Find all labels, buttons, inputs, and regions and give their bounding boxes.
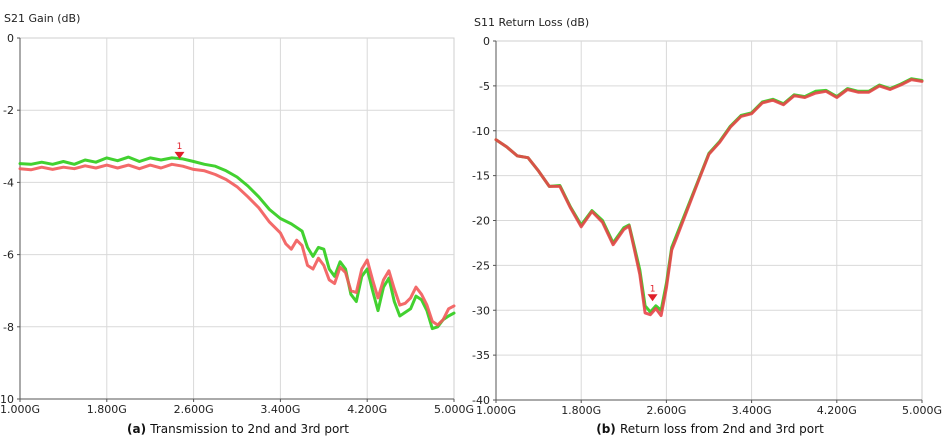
y-tick-label: -2 bbox=[3, 104, 14, 117]
marker-label: 1 bbox=[177, 142, 183, 152]
x-tick-label: 3.400G bbox=[732, 404, 772, 417]
y-tick-label: -15 bbox=[472, 170, 490, 183]
x-tick-label: 1.800G bbox=[561, 404, 601, 417]
series-line-1 bbox=[18, 162, 456, 327]
x-tick-label: 4.200G bbox=[347, 403, 387, 416]
x-tick-label: 2.600G bbox=[646, 404, 686, 417]
x-tick-label: 5.000G bbox=[434, 403, 474, 416]
x-tick-label: 1.000G bbox=[476, 404, 516, 417]
chart-0: 0 -2 -4 -6 -8 -101.000G 1.800G 2.600G 3.400G 4.20… bbox=[0, 12, 474, 436]
y-tick-label: -30 bbox=[472, 304, 490, 317]
x-tick-label: 2.600G bbox=[174, 403, 214, 416]
caption-prefix: (a) bbox=[127, 422, 150, 436]
y-tick-label: -40 bbox=[472, 394, 490, 407]
plot-area bbox=[19, 37, 455, 400]
y-tick-label: -20 bbox=[472, 215, 490, 228]
y-tick-label: -10 bbox=[0, 393, 14, 406]
series-line-1 bbox=[494, 78, 924, 318]
x-tick-label: 3.400G bbox=[260, 403, 300, 416]
y-tick-label: -6 bbox=[3, 249, 14, 262]
marker-label: 1 bbox=[650, 284, 656, 294]
y-tick-label: -4 bbox=[3, 176, 14, 189]
caption: (b) Return loss from 2nd and 3rd port bbox=[596, 422, 824, 436]
chart-1: 0 -5 -10 -15 -20 -25 -30 -35 -401.000G 1.800G 2.60… bbox=[472, 16, 942, 436]
series-line-0 bbox=[18, 155, 456, 331]
caption-text: Return loss from 2nd and 3rd port bbox=[620, 422, 824, 436]
marker-triangle bbox=[174, 151, 185, 159]
y-tick-label: -25 bbox=[472, 259, 490, 272]
y-tick-label: -10 bbox=[472, 125, 490, 138]
x-tick-label: 1.800G bbox=[87, 403, 127, 416]
marker-triangle bbox=[647, 294, 658, 302]
x-tick-label: 4.200G bbox=[817, 404, 857, 417]
y-tick-label: -8 bbox=[3, 321, 14, 334]
y-tick-label: -5 bbox=[479, 80, 490, 93]
chart-title: S21 Gain (dB) bbox=[4, 12, 80, 25]
x-tick-label: 1.000G bbox=[0, 403, 40, 416]
y-tick-label: 0 bbox=[483, 35, 490, 48]
caption-prefix: (b) bbox=[596, 422, 620, 436]
y-tick-label: 0 bbox=[7, 32, 14, 45]
chart-title: S11 Return Loss (dB) bbox=[474, 16, 589, 29]
caption: (a) Transmission to 2nd and 3rd port bbox=[127, 422, 349, 436]
x-tick-label: 5.000G bbox=[902, 404, 942, 417]
y-tick-label: -35 bbox=[472, 349, 490, 362]
caption-text: Transmission to 2nd and 3rd port bbox=[149, 422, 349, 436]
